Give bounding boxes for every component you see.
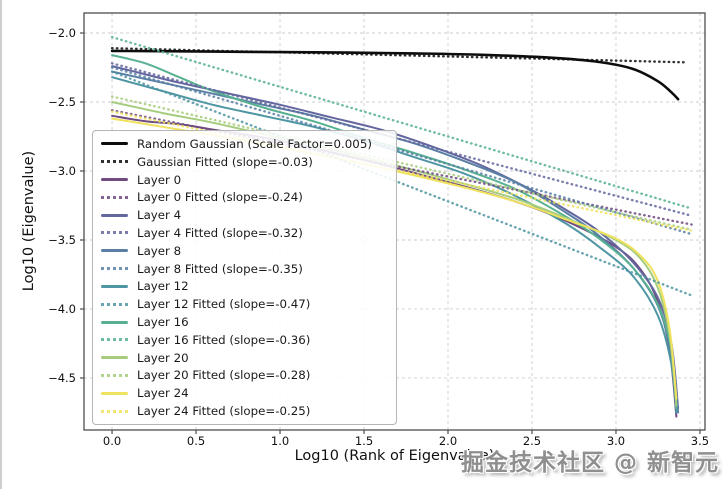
legend-entry: Layer 20 Fitted (slope=-0.28): [101, 367, 388, 384]
legend-entry-label: Layer 0: [137, 172, 182, 187]
series-layer-4-fitted-slope-0-32: [110, 62, 693, 217]
series-layer-20: [111, 101, 678, 407]
x-axis-label: Log10 (Rank of Eigenvalue): [294, 448, 495, 464]
legend-entry: Layer 4: [101, 207, 388, 224]
legend-swatch-solid-line: [101, 142, 128, 146]
series-layer-12: [111, 76, 678, 414]
watermark-text: 掘金技术社区 @ 新智元: [460, 450, 719, 476]
legend-entry: Layer 16: [101, 314, 388, 331]
y-axis-label: Log10 (Eigenvalue): [21, 150, 37, 292]
legend-entry: Layer 12 Fitted (slope=-0.47): [101, 296, 388, 313]
legend-swatch-solid-line: [101, 320, 128, 324]
legend-entry: Layer 24: [101, 385, 388, 402]
series-layer-12-fitted-slope-0-47: [110, 70, 693, 297]
legend-swatch-dotted-line: [101, 373, 128, 377]
legend-swatch-dotted-line: [101, 195, 128, 199]
x-tick-label: 1.5: [355, 434, 373, 448]
x-tick-label: 3.5: [691, 434, 709, 448]
x-tick-label: 1.0: [271, 434, 289, 448]
legend-swatch-solid-line: [101, 249, 128, 253]
legend-entry: Random Gaussian (Scale Factor=0.005): [101, 135, 388, 152]
legend-entry-label: Layer 4: [137, 208, 182, 223]
legend-entry-label: Layer 16: [137, 315, 189, 330]
legend-entry: Layer 8 Fitted (slope=-0.35): [101, 260, 388, 277]
legend-entry: Layer 12: [101, 278, 388, 295]
y-tick-label: −2.5: [48, 95, 76, 109]
series-layer-16-fitted-slope-0-36: [110, 35, 693, 210]
y-tick-label: −3.0: [48, 164, 76, 178]
legend-entry-label: Gaussian Fitted (slope=-0.03): [137, 154, 313, 169]
legend-swatch-solid-line: [101, 391, 128, 395]
y-tick-label: −2.0: [48, 26, 76, 40]
legend-swatch-dotted-line: [101, 231, 128, 235]
legend-entry-label: Layer 24: [137, 386, 189, 401]
legend-swatch-solid-line: [101, 356, 128, 360]
legend-entry: Gaussian Fitted (slope=-0.03): [101, 153, 388, 170]
legend-entry: Layer 16 Fitted (slope=-0.36): [101, 331, 388, 348]
legend-entry: Layer 0: [101, 171, 388, 188]
x-tick-label: 0.0: [103, 434, 121, 448]
legend-swatch-dotted-line: [101, 267, 128, 271]
legend-swatch-solid-line: [101, 284, 128, 288]
legend-swatch-solid-line: [101, 178, 128, 182]
x-tick-label: 0.5: [187, 434, 205, 448]
legend-entry: Layer 24 Fitted (slope=-0.25): [101, 403, 388, 420]
legend-entry-label: Layer 20: [137, 350, 189, 365]
y-tick-label: −4.0: [48, 302, 76, 316]
legend-entry-label: Layer 12 Fitted (slope=-0.47): [137, 297, 311, 312]
legend-entry-label: Layer 8: [137, 243, 182, 258]
legend-entry: Layer 20: [101, 349, 388, 366]
legend-entry: Layer 8: [101, 242, 388, 259]
legend-swatch-dotted-line: [101, 338, 128, 342]
series-gaussian-fitted-slope-0-03: [110, 46, 688, 64]
legend-entry-label: Layer 24 Fitted (slope=-0.25): [137, 404, 311, 419]
y-tick-label: −4.5: [48, 371, 76, 385]
legend-box: Random Gaussian (Scale Factor=0.005) Gaus…: [92, 130, 397, 425]
x-tick-label: 2.5: [523, 434, 541, 448]
legend-entry-label: Layer 12: [137, 279, 189, 294]
series-random-gaussian-scale-factor-0-005: [110, 49, 680, 101]
plot-spines: [83, 12, 706, 431]
legend-entry-label: Layer 8 Fitted (slope=-0.35): [137, 261, 303, 276]
legend-entry-label: Layer 16 Fitted (slope=-0.36): [137, 332, 311, 347]
x-tick-label: 3.0: [607, 434, 625, 448]
legend-entry-label: Layer 4 Fitted (slope=-0.32): [137, 225, 303, 240]
legend-swatch-solid-line: [101, 213, 128, 217]
series-layer-8-fitted-slope-0-35: [110, 66, 693, 236]
series-layer-20-fitted-slope-0-28: [110, 95, 693, 231]
legend-swatch-dotted-line: [101, 160, 128, 164]
legend-entry: Layer 0 Fitted (slope=-0.24): [101, 189, 388, 206]
y-tick-label: −3.5: [48, 233, 76, 247]
legend-entry-label: Layer 20 Fitted (slope=-0.28): [137, 368, 311, 383]
legend-entry: Layer 4 Fitted (slope=-0.32): [101, 224, 388, 241]
legend-swatch-dotted-line: [101, 302, 128, 306]
legend-entry-label: Random Gaussian (Scale Factor=0.005): [137, 136, 372, 151]
legend-entry-label: Layer 0 Fitted (slope=-0.24): [137, 190, 303, 205]
x-tick-label: 2.0: [439, 434, 457, 448]
legend-swatch-dotted-line: [101, 409, 128, 413]
